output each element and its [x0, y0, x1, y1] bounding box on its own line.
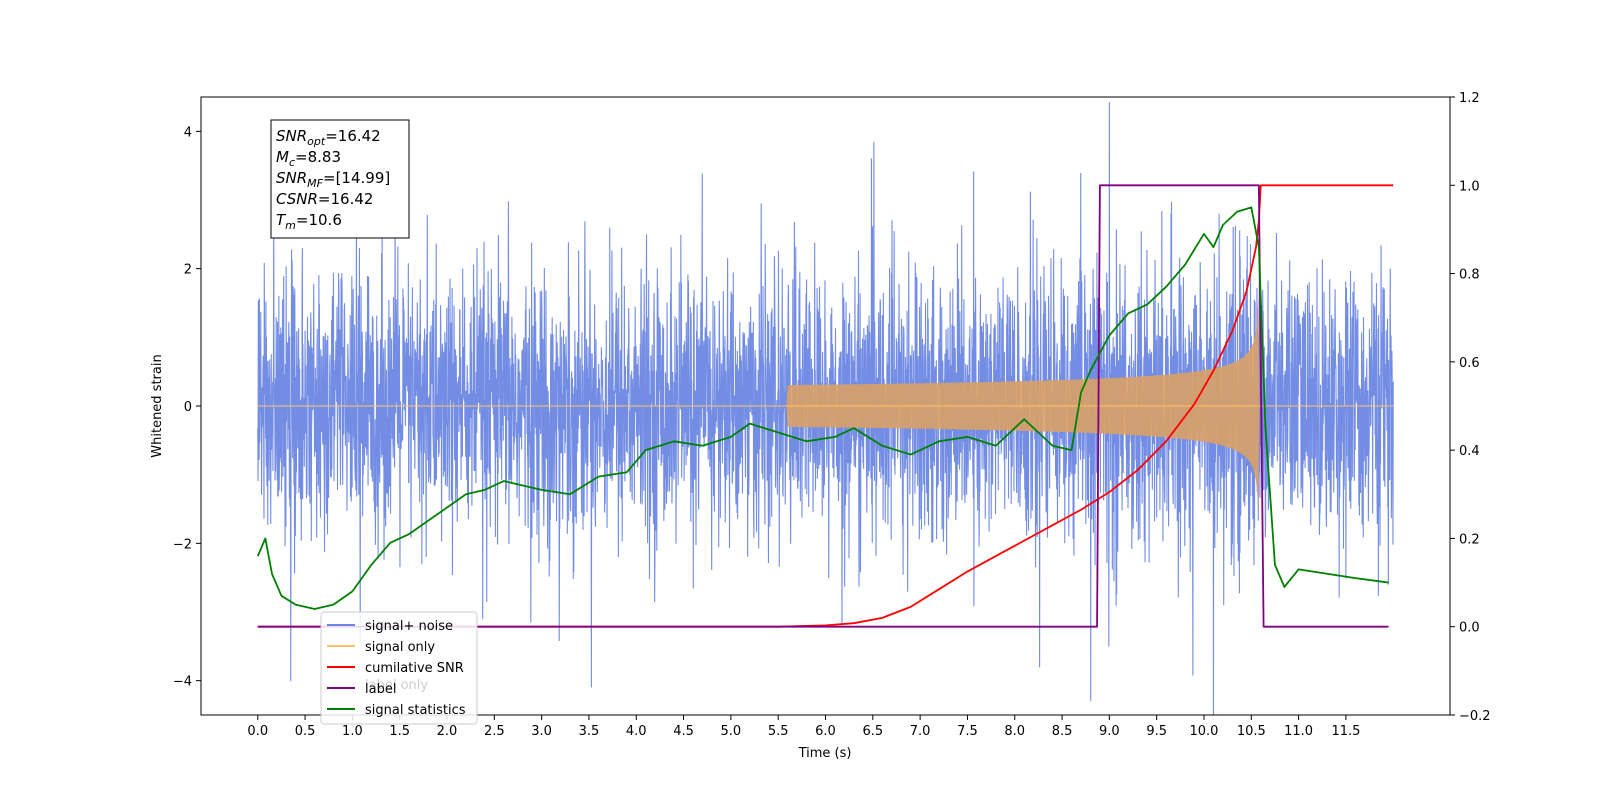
- y-axis-left: 4 2 0 −2 −4: [173, 125, 201, 690]
- x-tick-label: 0.5: [295, 724, 316, 739]
- x-tick-label: 8.0: [1004, 724, 1025, 739]
- x-tick-label: 4.5: [673, 724, 694, 739]
- annotation-line: SNRopt=16.42: [276, 127, 381, 148]
- x-tick-label: 7.0: [910, 724, 931, 739]
- x-tick-label: 7.5: [957, 724, 978, 739]
- legend-frame: [320, 611, 478, 725]
- y-left-tick-label: −4: [173, 675, 192, 690]
- x-tick-label: 4.0: [626, 724, 647, 739]
- annotation-box: SNRopt=16.42Mc=8.83SNRMF=[14.99]CSNR=16.…: [270, 119, 410, 239]
- y-left-tick-label: 0: [184, 400, 192, 415]
- x-tick-label: 3.0: [531, 724, 552, 739]
- legend-label: signal only: [365, 640, 435, 655]
- y-axis-right: 1.2 1.0 0.8 0.6 0.4 0.2 0.0 −0.2: [1450, 91, 1491, 724]
- legend: label only signal+ noise signal only cumila…: [320, 611, 478, 725]
- x-tick-label: 3.5: [579, 724, 600, 739]
- y-left-tick-label: 2: [184, 263, 192, 278]
- y-right-tick-label: 0.4: [1459, 444, 1480, 459]
- x-tick-label: 6.5: [862, 724, 883, 739]
- x-tick-label: 8.5: [1052, 724, 1073, 739]
- x-tick-label: 11.0: [1284, 724, 1313, 739]
- x-tick-label: 2.0: [437, 724, 458, 739]
- annotation-line: Tm=10.6: [276, 211, 342, 232]
- legend-label: cumilative SNR: [365, 661, 464, 676]
- series-layer: [256, 102, 1394, 715]
- annotation-line: CSNR=16.42: [276, 190, 373, 208]
- y-right-tick-label: 0.2: [1459, 532, 1480, 547]
- y-left-tick-label: −2: [173, 537, 192, 552]
- x-tick-label: 11.5: [1331, 724, 1360, 739]
- y-left-tick-label: 4: [184, 125, 192, 140]
- x-axis: 0.0 0.5 1.0 1.5 2.0 2.5 3.0 3.5 4.0 4.5 5.0 5.5 6.0 6…: [247, 715, 1360, 739]
- series-cumulative-snr: [257, 184, 1394, 628]
- x-tick-label: 5.5: [768, 724, 789, 739]
- annotation-frame: [270, 119, 410, 239]
- x-tick-label: 2.5: [484, 724, 505, 739]
- legend-label: signal+ noise: [365, 619, 453, 634]
- y-right-tick-label: −0.2: [1459, 709, 1491, 724]
- x-tick-label: 5.0: [721, 724, 742, 739]
- series-signal-statistics: [256, 206, 1389, 610]
- x-tick-label: 10.5: [1237, 724, 1266, 739]
- series-signal-noise: [257, 102, 1394, 715]
- y-right-tick-label: 0.0: [1459, 621, 1480, 636]
- y-right-tick-label: 0.8: [1459, 268, 1480, 283]
- x-tick-label: 6.0: [815, 724, 836, 739]
- legend-label: label: [365, 682, 396, 697]
- x-tick-label: 9.0: [1099, 724, 1120, 739]
- x-tick-label: 1.0: [342, 724, 363, 739]
- x-tick-label: 0.0: [247, 724, 268, 739]
- y-right-tick-label: 0.6: [1459, 356, 1480, 371]
- y-right-tick-label: 1.2: [1459, 91, 1480, 106]
- annotation-line: Mc=8.83: [276, 148, 341, 169]
- legend-label: signal statistics: [365, 703, 466, 718]
- x-tick-label: 10.0: [1190, 724, 1219, 739]
- y-right-tick-label: 1.0: [1459, 179, 1480, 194]
- annotation-line: SNRMF=[14.99]: [276, 169, 390, 190]
- x-tick-label: 9.5: [1146, 724, 1167, 739]
- series-label: [257, 184, 1389, 628]
- x-tick-label: 1.5: [389, 724, 410, 739]
- legend-hidden-label: label only: [365, 678, 428, 693]
- x-axis-label: Time (s): [798, 746, 852, 761]
- y-axis-label: Whitened strain: [150, 354, 165, 457]
